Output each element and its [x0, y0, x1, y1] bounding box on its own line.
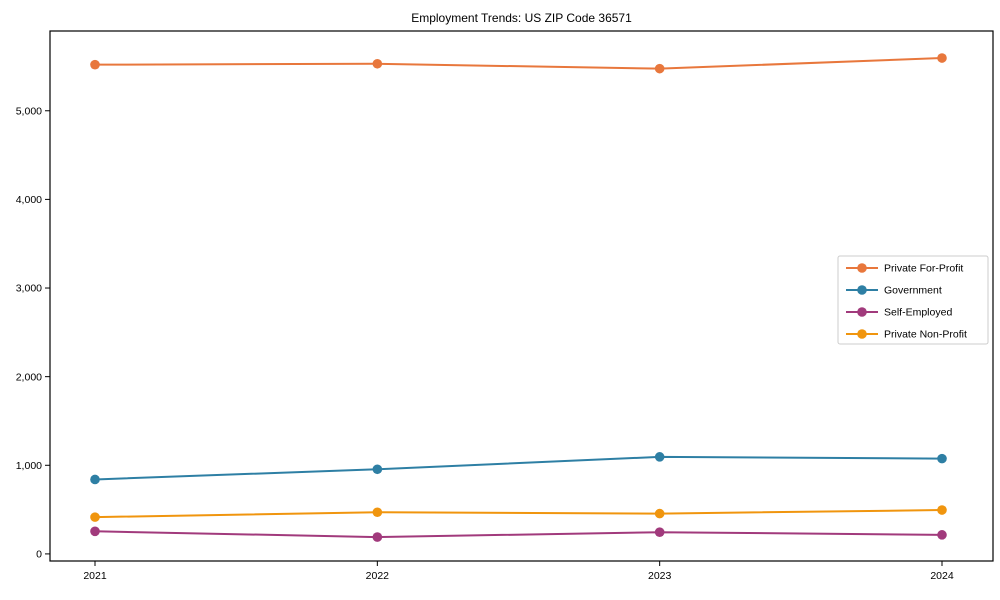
x-tick-label: 2024	[930, 570, 954, 582]
data-point-private-non-profit-2023	[654, 508, 665, 519]
data-point-government-2021	[90, 474, 100, 485]
y-tick-label: 4,000	[16, 194, 42, 206]
x-tick-label: 2023	[648, 570, 672, 582]
legend: Private For-Profit Government Self-Employe…	[837, 255, 989, 345]
series-line-government	[94, 455, 943, 481]
series-private-non-profit	[90, 505, 947, 522]
data-point-self-employed-2024	[937, 530, 947, 540]
legend-label: Private Non-Profit	[884, 329, 967, 341]
data-point-self-employed-2023	[654, 527, 665, 537]
legend-marker-private-non-profit	[857, 329, 867, 339]
data-point-private-non-profit-2022	[372, 507, 383, 518]
legend-box	[837, 255, 989, 345]
data-point-government-2022	[372, 464, 383, 475]
plot-border	[49, 30, 994, 562]
x-tick-label: 2021	[83, 570, 107, 582]
data-point-private-for-profit-2024	[937, 53, 947, 63]
x-tick-label: 2022	[366, 570, 390, 582]
legend-item-private-for-profit: Private For-Profit	[846, 263, 963, 275]
data-point-self-employed-2021	[90, 526, 100, 537]
series-line-private-for-profit	[94, 57, 943, 70]
legend-marker-self-employed	[857, 307, 867, 317]
legend-item-self-employed: Self-Employed	[846, 307, 952, 319]
series-private-for-profit	[90, 53, 947, 74]
legend-label: Self-Employed	[884, 307, 952, 319]
legend-marker-government	[857, 285, 867, 295]
legend-marker-private-for-profit	[857, 263, 867, 273]
legend-label: Government	[884, 285, 942, 297]
data-point-private-for-profit-2021	[90, 59, 100, 70]
chart-title: Employment Trends: US ZIP Code 36571	[411, 11, 632, 25]
y-tick-label: 0	[36, 549, 42, 561]
x-axis: 2021 2022 2023 2024	[83, 561, 954, 582]
data-point-private-for-profit-2022	[372, 58, 383, 69]
y-tick-label: 1,000	[16, 460, 42, 472]
y-tick-label: 3,000	[16, 283, 42, 295]
data-point-government-2024	[937, 453, 947, 464]
data-point-private-for-profit-2023	[654, 63, 665, 74]
y-axis: 0 1,000 2,000 3,000 4,000 5,000	[16, 105, 50, 561]
legend-item-government: Government	[846, 285, 942, 297]
data-point-self-employed-2022	[372, 532, 383, 542]
y-tick-label: 5,000	[16, 105, 42, 117]
y-tick-label: 2,000	[16, 371, 42, 383]
legend-item-private-non-profit: Private Non-Profit	[846, 329, 967, 341]
data-point-private-non-profit-2024	[937, 505, 947, 515]
series-line-private-non-profit	[94, 509, 943, 519]
legend-label: Private For-Profit	[884, 263, 963, 275]
series-self-employed	[90, 526, 947, 542]
data-point-private-non-profit-2021	[90, 512, 100, 522]
series-line-self-employed	[94, 530, 943, 539]
data-point-government-2023	[654, 452, 665, 462]
series-government	[90, 452, 947, 485]
